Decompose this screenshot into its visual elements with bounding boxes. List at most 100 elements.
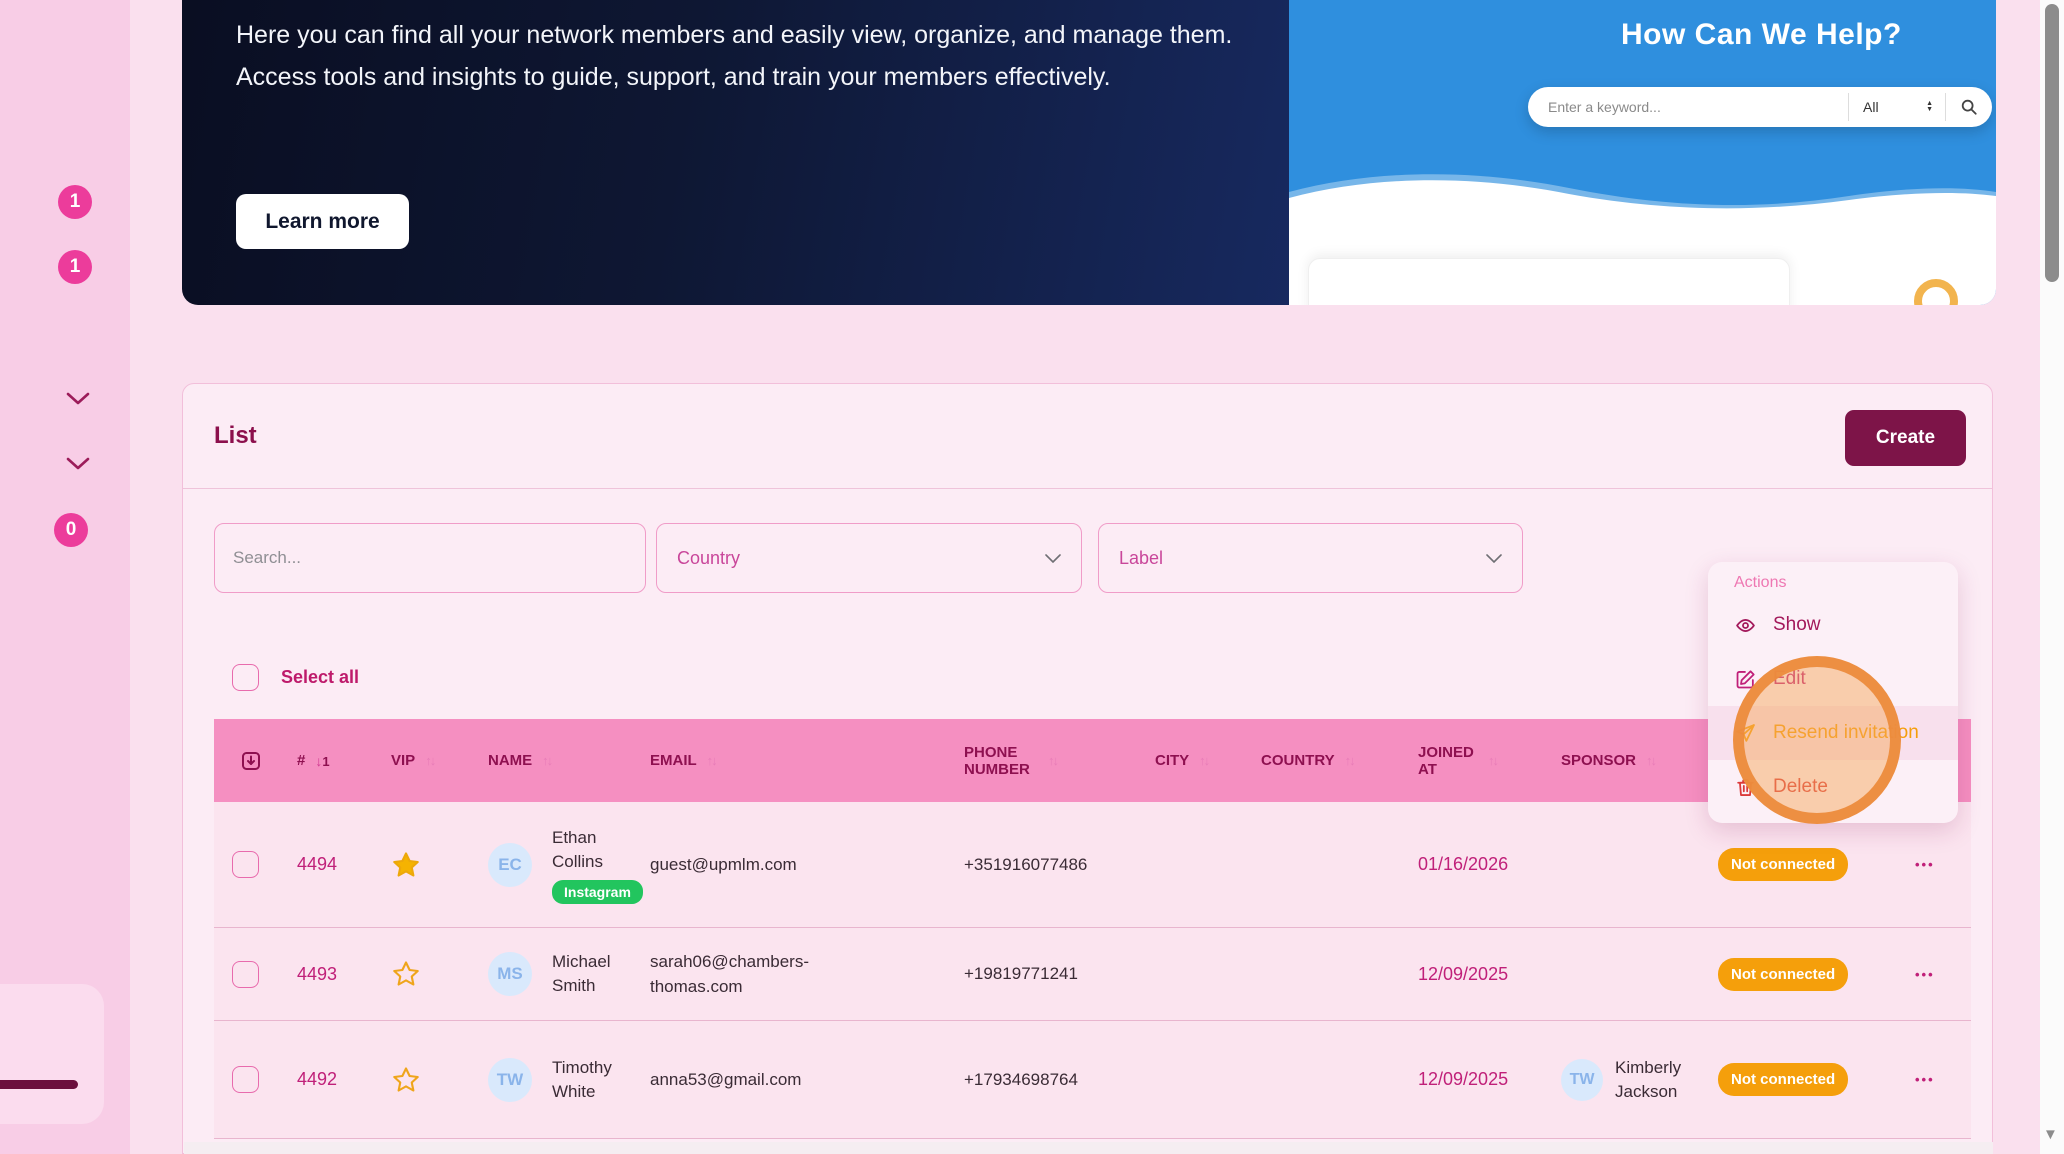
chevron-down-icon[interactable] [66,457,90,471]
row-actions-button[interactable]: ••• [1915,1072,1935,1087]
chevron-down-icon [1486,553,1502,563]
member-email: sarah06@chambers-thomas.com [650,952,809,996]
banner-line-2: Access tools and insights to guide, supp… [236,63,1111,91]
members-list-card: List Create Country Label Select all # ↓… [182,383,1993,1154]
help-search-button[interactable] [1946,87,1992,127]
vertical-scrollbar-track[interactable]: ▼ [2040,0,2064,1154]
notification-badge[interactable]: 1 [58,185,92,219]
eye-icon [1736,618,1755,632]
sort-icon: ↑↓ [1199,753,1210,768]
updown-arrows-icon: ▲ ▼ [1926,100,1933,113]
network-banner: Here you can find all your network membe… [182,0,1996,305]
column-header-country[interactable]: COUNTRY ↑↓ [1261,752,1356,769]
wave-decoration [1289,174,1996,212]
sort-icon: ↑↓ [1048,753,1059,768]
actions-menu-title: Actions [1734,574,1787,591]
sidebar: 1 1 0 [0,0,130,1154]
member-name: Ethan Collins [552,827,604,871]
member-email: guest@upmlm.com [650,855,797,874]
help-keyword-input[interactable] [1528,87,1848,127]
network-badge: Instagram [552,879,643,904]
row-id[interactable]: 4492 [297,1069,338,1089]
sponsor-name: Kimberly Jackson [1615,1057,1682,1101]
avatar: TW [488,1057,532,1102]
sort-desc-icon: ↓1 [315,752,330,769]
help-search-bar: All ▲▼ [1528,87,1992,127]
chevron-down-icon[interactable] [66,392,90,406]
country-filter-select[interactable]: Country [656,523,1082,593]
member-name: Michael Smith [552,952,611,995]
export-icon [242,751,260,770]
page-title: List [214,422,257,449]
row-actions-button[interactable]: ••• [1915,857,1935,872]
search-field [214,523,646,593]
help-category-select[interactable]: All ▲ ▼ [1849,87,1945,127]
select-all-label: Select all [281,667,360,687]
notification-badge[interactable]: 1 [58,250,92,284]
sort-icon: ↑↓ [542,753,553,768]
menu-item-show[interactable]: Show [1708,598,1958,652]
row-checkbox[interactable] [232,960,259,988]
table-row[interactable]: 4492 TW Timothy White anna53@gmail.com +… [214,1021,1971,1139]
label-filter-value: Label [1119,547,1164,568]
joined-date: 01/16/2026 [1418,854,1509,874]
help-widget: How Can We Help? All ▲▼ [1289,0,1996,305]
table-row[interactable]: 4494 EC Ethan Collins Instagram guest@up… [214,802,1971,928]
horizontal-scrollbar-track[interactable] [184,1142,1993,1154]
column-header-phone[interactable]: PHONE NUMBER ↑↓ [964,743,1059,778]
vertical-scrollbar-thumb[interactable] [2045,4,2059,282]
chevron-down-icon [1045,553,1061,563]
vip-star-icon[interactable] [376,850,466,880]
help-title: How Can We Help? [1621,18,1902,51]
sort-icon: ↑↓ [425,753,436,768]
status-badge: Not connected [1718,957,1849,991]
table-row[interactable]: 4493 MS Michael Smith sarah06@chambers-t… [214,928,1971,1021]
joined-date: 12/09/2025 [1418,963,1509,984]
row-checkbox[interactable] [232,1066,259,1093]
notification-badge[interactable]: 0 [54,513,88,547]
select-all-checkbox[interactable] [232,664,259,691]
scrollbar-down-button[interactable]: ▼ [2043,1126,2058,1143]
avatar: EC [488,842,532,887]
column-header-sponsor[interactable]: SPONSOR ↑↓ [1561,752,1657,769]
row-actions-button[interactable]: ••• [1915,966,1935,982]
column-header-city[interactable]: CITY ↑↓ [1155,752,1210,769]
row-id[interactable]: 4494 [297,854,338,874]
search-input[interactable] [215,548,645,568]
joined-date: 12/09/2025 [1418,1069,1509,1089]
column-header-id[interactable]: # ↓1 [297,752,330,769]
sort-icon: ↑↓ [706,753,718,768]
label-filter-select[interactable]: Label [1098,523,1523,593]
table-body: 4494 EC Ethan Collins Instagram guest@up… [214,802,1971,1139]
banner-description: Here you can find all your network membe… [236,14,1256,98]
column-header-vip[interactable]: VIP ↑↓ [391,752,436,769]
help-category-value: All [1863,99,1879,115]
column-header-name[interactable]: NAME ↑↓ [488,752,553,769]
learn-more-button[interactable]: Learn more [236,194,409,249]
sort-icon: ↑↓ [1488,753,1499,768]
divider [1848,93,1849,121]
divider [183,488,1992,489]
row-checkbox[interactable] [232,851,259,878]
sidebar-flyout-indicator [0,1080,78,1089]
export-column-header[interactable] [214,748,284,774]
click-indicator [1733,656,1901,824]
ring-logo-icon [1914,279,1958,305]
country-filter-value: Country [677,547,741,568]
member-name: Timothy White [552,1057,612,1101]
column-header-joined[interactable]: JOINED AT ↑↓ [1418,743,1499,778]
create-button[interactable]: Create [1845,410,1966,466]
divider [1945,93,1946,121]
search-icon [1961,99,1977,115]
status-badge: Not connected [1718,1063,1849,1096]
vip-star-icon[interactable] [376,959,466,989]
sponsor-cell: TW Kimberly Jackson [1546,1056,1706,1104]
sidebar-flyout-card [0,984,104,1124]
sort-icon: ↑↓ [1646,753,1657,768]
vip-star-icon[interactable] [376,1065,466,1095]
row-id[interactable]: 4493 [297,963,338,984]
help-article-card [1308,258,1790,305]
sort-icon: ↑↓ [1344,753,1356,768]
column-header-email[interactable]: EMAIL ↑↓ [650,752,718,769]
table-header: # ↓1 VIP ↑↓ NAME ↑↓ EMAIL ↑↓ PHONE NUMBE… [214,719,1971,802]
